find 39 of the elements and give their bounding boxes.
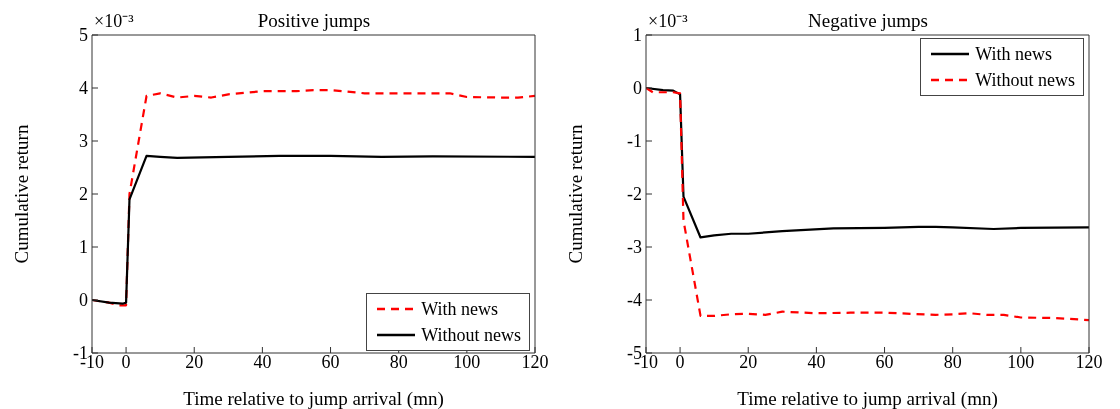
- x-tick-label: 120: [1075, 351, 1103, 372]
- legend-label: With news: [421, 298, 498, 321]
- x-tick-label: 120: [521, 351, 549, 372]
- y-tick-label: 5: [79, 25, 88, 46]
- y-tick-label: 3: [79, 131, 88, 152]
- y-tick-label: 2: [79, 184, 88, 205]
- y-tick-label: -4: [627, 290, 642, 311]
- y-tick-label: 1: [633, 25, 642, 46]
- x-tick-label: 20: [739, 351, 758, 372]
- legend-label: Without news: [975, 69, 1075, 92]
- x-axis-title: Time relative to jump arrival (mn): [183, 388, 444, 409]
- x-tick-label: 40: [807, 351, 826, 372]
- y-tick-label: 1: [79, 237, 88, 258]
- legend-label: With news: [975, 43, 1052, 66]
- x-tick-label: 80: [389, 351, 408, 372]
- x-tick-label: 40: [253, 351, 272, 372]
- x-tick-label: 100: [1007, 351, 1035, 372]
- y-tick-label: -3: [627, 237, 642, 258]
- x-tick-label: 100: [453, 351, 481, 372]
- chart-title: Positive jumps: [257, 10, 371, 31]
- legend-label: Without news: [421, 324, 521, 347]
- y-axis-title: Cumulative return: [11, 124, 33, 263]
- chart-title: Negative jumps: [808, 10, 928, 31]
- text: ×10⁻³: [94, 10, 134, 32]
- x-tick-label: 80: [943, 351, 962, 372]
- line-series: [646, 86, 1089, 322]
- x-tick-label: 60: [875, 351, 894, 372]
- x-tick-label: 60: [321, 351, 340, 372]
- x-tick-label: 20: [185, 351, 204, 372]
- y-tick-label: 0: [633, 78, 642, 99]
- x-tick-label: 0: [121, 351, 131, 372]
- y-tick-label: 0: [79, 290, 88, 311]
- x-tick-label: 0: [675, 351, 685, 372]
- x-axis-title: Time relative to jump arrival (mn): [737, 388, 998, 409]
- text: ×10⁻³: [648, 10, 688, 32]
- y-axis-title: Cumulative return: [565, 124, 587, 263]
- y-tick-label: -1: [627, 131, 642, 152]
- y-tick-label: 4: [79, 78, 88, 99]
- y-tick-label: -2: [627, 184, 642, 205]
